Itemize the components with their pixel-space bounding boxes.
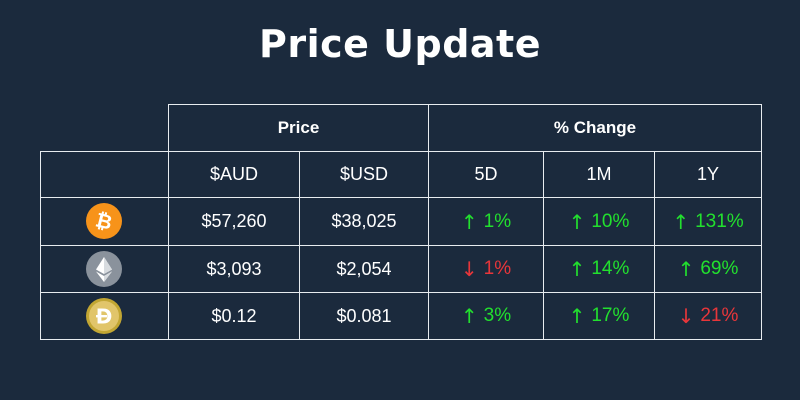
header-price: Price [277,118,320,137]
btc-change-5d: ↑ 1% [460,209,512,234]
up-arrow-icon: ↑ [460,209,478,234]
header-change: % Change [553,118,637,137]
header-aud: $AUD [209,164,258,184]
eth-change-1y: ↑ 69% [677,257,739,281]
up-arrow-icon: ↑ [568,209,586,234]
price-table: Price % Change $AUD $USD 5D 1M 1Y ₿ $57,… [40,104,762,340]
eth-usd-price: $2,054 [336,258,392,279]
up-arrow-icon: ↑ [568,257,586,281]
eth-change-1m: ↑ 14% [568,257,630,281]
up-arrow-icon: ↑ [672,209,690,234]
btc-usd-price: $38,025 [331,211,397,231]
dogecoin-icon: D [86,298,122,334]
doge-usd-price: $0.081 [336,305,392,326]
page-title: Price Update [259,22,541,66]
up-arrow-icon: ↑ [460,304,478,328]
ethereum-icon [86,251,122,287]
header-5d: 5D [474,164,498,184]
btc-change-1m: ↑ 10% [568,209,630,234]
header-1y: 1Y [696,164,720,184]
header-1m: 1M [586,164,612,184]
eth-aud-price: $3,093 [206,258,262,279]
up-arrow-icon: ↑ [568,304,586,328]
eth-change-5d: ↓ 1% [460,257,512,281]
header-usd: $USD [339,164,388,184]
btc-change-1y: ↑ 131% [672,209,744,234]
doge-change-1y: ↓ 21% [677,304,739,328]
doge-aud-price: $0.12 [211,305,257,326]
doge-change-5d: ↑ 3% [460,304,512,328]
doge-change-1m: ↑ 17% [568,304,630,328]
down-arrow-icon: ↓ [460,257,478,281]
up-arrow-icon: ↑ [677,257,695,281]
btc-aud-price: $57,260 [201,211,267,231]
bitcoin-icon: ₿ [86,203,122,239]
down-arrow-icon: ↓ [677,304,695,328]
svg-text:₿: ₿ [93,207,115,234]
